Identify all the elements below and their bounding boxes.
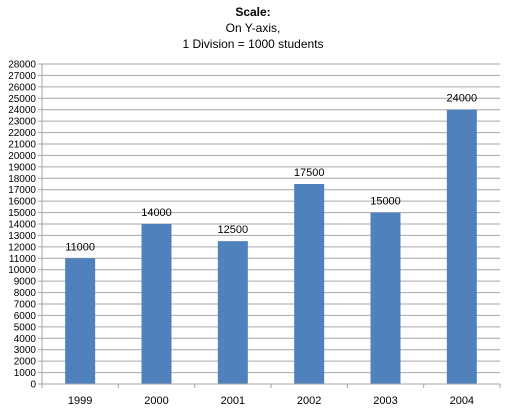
x-tick-label-2003: 2003 <box>373 395 397 407</box>
y-tick-label: 6000 <box>14 311 37 322</box>
y-tick-label: 4000 <box>14 334 37 345</box>
y-tick-label: 23000 <box>8 117 36 128</box>
x-axis-ticks: 1999 2000 2001 2002 2003 2004 <box>41 384 501 407</box>
y-tick-label: 3000 <box>14 345 37 356</box>
bar-2001 <box>217 241 248 384</box>
bar-2000 <box>141 224 172 384</box>
y-tick-label: 16000 <box>8 197 36 208</box>
bar-2003 <box>370 212 401 384</box>
data-label-2003: 15000 <box>370 196 401 208</box>
y-tick-label: 9000 <box>14 277 37 288</box>
chart-subtitle-line-1: On Y-axis, <box>225 21 281 35</box>
chart-title-block: Scale: On Y-axis, 1 Division = 1000 stud… <box>0 4 506 52</box>
data-label-2002: 17500 <box>294 167 325 179</box>
y-tick-label: 12000 <box>8 242 36 253</box>
data-label-2000: 14000 <box>141 207 172 219</box>
y-tick-label: 10000 <box>8 265 36 276</box>
x-tick-label-2002: 2002 <box>297 395 321 407</box>
data-labels: 11000 14000 12500 17500 15000 24000 <box>65 93 477 254</box>
y-axis-ticks: 0100020003000400050006000700080009000100… <box>8 60 42 391</box>
y-tick-label: 24000 <box>8 105 36 116</box>
y-tick-label: 11000 <box>9 254 37 265</box>
y-tick-label: 27000 <box>8 71 36 82</box>
y-tick-label: 7000 <box>14 300 37 311</box>
x-tick-label-1999: 1999 <box>68 395 92 407</box>
y-tick-label: 19000 <box>8 162 36 173</box>
gridlines <box>42 63 500 374</box>
y-tick-label: 20000 <box>8 151 36 162</box>
x-tick-label-2000: 2000 <box>144 395 168 407</box>
bars <box>65 109 477 384</box>
y-tick-label: 1000 <box>14 368 37 379</box>
y-tick-label: 0 <box>30 380 36 391</box>
bar-2004 <box>446 109 477 384</box>
y-tick-label: 28000 <box>8 60 36 71</box>
y-tick-label: 17000 <box>8 185 36 196</box>
axes <box>41 64 500 385</box>
data-label-1999: 11000 <box>65 241 95 253</box>
y-tick-label: 8000 <box>14 288 37 299</box>
y-tick-label: 5000 <box>14 322 37 333</box>
data-label-2004: 24000 <box>447 93 478 105</box>
y-tick-label: 2000 <box>14 357 37 368</box>
y-tick-label: 14000 <box>8 220 36 231</box>
y-tick-label: 18000 <box>8 174 36 185</box>
y-tick-label: 26000 <box>8 82 36 93</box>
y-tick-label: 13000 <box>8 231 36 242</box>
x-tick-label-2004: 2004 <box>450 395 474 407</box>
y-tick-label: 21000 <box>8 140 36 151</box>
data-label-2001: 12500 <box>218 224 249 236</box>
bar-2002 <box>294 184 325 384</box>
y-tick-label: 15000 <box>8 208 36 219</box>
y-tick-label: 25000 <box>8 94 36 105</box>
bar-1999 <box>65 258 96 384</box>
y-tick-label: 22000 <box>8 128 36 139</box>
x-tick-label-2001: 2001 <box>221 395 245 407</box>
chart-title: Scale: <box>235 5 271 19</box>
chart-subtitle-line-2: 1 Division = 1000 students <box>182 37 324 51</box>
